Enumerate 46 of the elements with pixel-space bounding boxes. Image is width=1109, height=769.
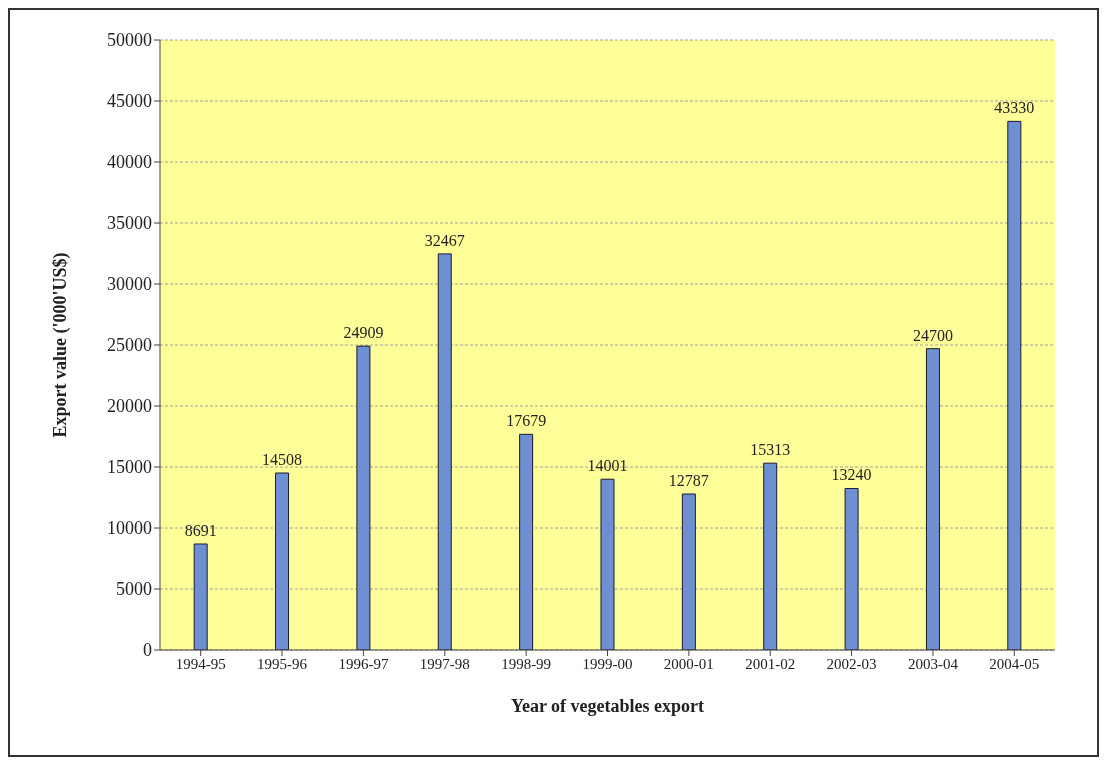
y-axis-title: Export value ('000'US$) — [50, 252, 72, 438]
data-label: 32467 — [424, 231, 465, 249]
bar — [844, 487, 859, 650]
x-tick-label: 2000-01 — [663, 655, 714, 672]
bar — [356, 345, 371, 650]
y-tick-label: 25000 — [107, 335, 152, 356]
data-label: 13240 — [831, 466, 872, 484]
data-label: 14508 — [262, 451, 303, 468]
data-label: 8691 — [184, 521, 217, 539]
data-label: 12787 — [668, 472, 709, 489]
bar — [925, 348, 940, 650]
x-tick-label: 2002-03 — [826, 655, 877, 672]
y-tick-label: 0 — [143, 640, 152, 661]
bar — [600, 478, 615, 650]
y-tick-label: 5000 — [116, 579, 152, 600]
y-tick-label: 30000 — [107, 274, 152, 295]
y-tick-label: 15000 — [107, 457, 152, 478]
x-tick-label: 2001-02 — [745, 655, 796, 672]
y-tick-label: 10000 — [107, 518, 152, 539]
data-label: 43330 — [994, 99, 1035, 117]
bar — [193, 543, 208, 650]
x-tick-label: 2004-05 — [989, 655, 1040, 672]
y-tick-label: 45000 — [107, 91, 152, 112]
bar — [1007, 120, 1022, 650]
x-tick-label: 2003-04 — [907, 655, 959, 672]
x-tick-label: 1994-95 — [175, 655, 226, 672]
data-label: 14001 — [587, 457, 628, 475]
bar — [519, 433, 534, 650]
bar — [763, 462, 778, 650]
data-label: 24700 — [912, 326, 953, 344]
data-label: 15313 — [750, 441, 791, 459]
y-tick-label: 40000 — [107, 152, 152, 173]
y-tick-label: 50000 — [107, 30, 152, 51]
bar — [437, 253, 452, 650]
data-label: 24909 — [343, 324, 384, 342]
x-tick-label: 1996-97 — [338, 655, 389, 672]
x-axis-title: Year of vegetables export — [510, 696, 705, 716]
y-tick-label: 35000 — [107, 213, 152, 234]
x-tick-label: 1999-00 — [582, 655, 633, 672]
y-tick-label: 20000 — [107, 396, 152, 417]
x-tick-label: 1997-98 — [419, 655, 470, 672]
data-label: 17679 — [506, 412, 547, 430]
bar — [275, 472, 290, 650]
x-tick-label: 1998-99 — [501, 655, 552, 672]
x-tick-label: 1995-96 — [257, 655, 308, 672]
bar — [681, 493, 696, 650]
